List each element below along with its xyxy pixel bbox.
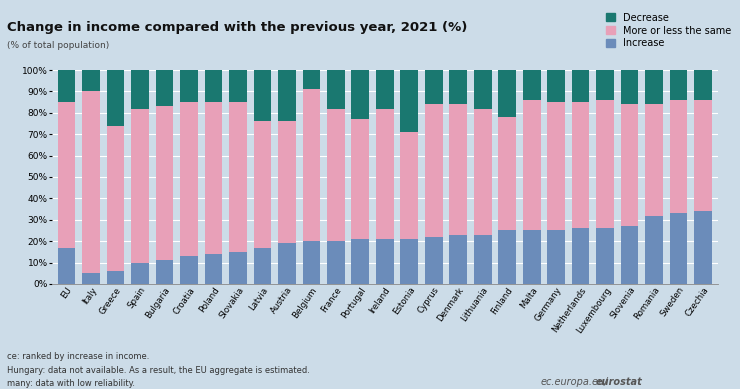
Bar: [425, 70, 443, 104]
Bar: [596, 100, 614, 228]
Bar: [180, 70, 198, 102]
Bar: [82, 70, 100, 91]
Bar: [694, 211, 712, 284]
Bar: [180, 256, 198, 284]
Bar: [82, 273, 100, 284]
Bar: [645, 104, 663, 216]
Text: (% of total population): (% of total population): [7, 41, 110, 50]
Bar: [352, 239, 369, 284]
Bar: [155, 106, 173, 261]
Bar: [155, 70, 173, 106]
Bar: [645, 70, 663, 104]
Bar: [523, 230, 540, 284]
Bar: [254, 121, 271, 248]
Bar: [352, 119, 369, 239]
Bar: [376, 239, 394, 284]
Bar: [254, 70, 271, 121]
Legend: Decrease, More or less the same, Increase: Decrease, More or less the same, Increas…: [605, 12, 731, 49]
Bar: [425, 237, 443, 284]
Bar: [548, 102, 565, 230]
Bar: [107, 70, 124, 126]
Bar: [278, 121, 296, 244]
Bar: [523, 70, 540, 100]
Bar: [204, 70, 222, 102]
Bar: [670, 70, 687, 100]
Bar: [303, 70, 320, 89]
Bar: [499, 230, 516, 284]
Bar: [107, 271, 124, 284]
Bar: [204, 254, 222, 284]
Bar: [596, 228, 614, 284]
Bar: [254, 248, 271, 284]
Bar: [621, 226, 639, 284]
Bar: [474, 235, 491, 284]
Bar: [229, 102, 246, 252]
Bar: [670, 213, 687, 284]
Bar: [572, 102, 590, 228]
Bar: [131, 109, 149, 263]
Bar: [548, 70, 565, 102]
Bar: [572, 70, 590, 102]
Bar: [303, 241, 320, 284]
Bar: [303, 89, 320, 241]
Bar: [474, 109, 491, 235]
Bar: [425, 104, 443, 237]
Bar: [82, 91, 100, 273]
Bar: [58, 102, 75, 248]
Text: Change in income compared with the previous year, 2021 (%): Change in income compared with the previ…: [7, 21, 468, 34]
Bar: [548, 230, 565, 284]
Bar: [107, 126, 124, 271]
Bar: [229, 70, 246, 102]
Bar: [58, 70, 75, 102]
Bar: [645, 216, 663, 284]
Text: ec.europa.eu/: ec.europa.eu/: [540, 377, 608, 387]
Bar: [131, 70, 149, 109]
Bar: [694, 70, 712, 100]
Bar: [621, 104, 639, 226]
Bar: [572, 228, 590, 284]
Bar: [449, 70, 467, 104]
Bar: [400, 239, 418, 284]
Bar: [499, 70, 516, 117]
Bar: [327, 70, 345, 109]
Bar: [278, 70, 296, 121]
Bar: [400, 132, 418, 239]
Bar: [229, 252, 246, 284]
Bar: [58, 248, 75, 284]
Bar: [499, 117, 516, 230]
Bar: [278, 244, 296, 284]
Bar: [621, 70, 639, 104]
Bar: [327, 109, 345, 241]
Text: Hungary: data not available. As a result, the EU aggregate is estimated.: Hungary: data not available. As a result…: [7, 366, 310, 375]
Text: eurostat: eurostat: [596, 377, 642, 387]
Bar: [204, 102, 222, 254]
Bar: [180, 102, 198, 256]
Bar: [400, 70, 418, 132]
Bar: [449, 235, 467, 284]
Text: ce: ranked by increase in income.: ce: ranked by increase in income.: [7, 352, 149, 361]
Bar: [376, 70, 394, 109]
Bar: [474, 70, 491, 109]
Bar: [352, 70, 369, 119]
Bar: [449, 104, 467, 235]
Bar: [523, 100, 540, 230]
Text: many: data with low reliability.: many: data with low reliability.: [7, 379, 135, 388]
Bar: [376, 109, 394, 239]
Bar: [131, 263, 149, 284]
Bar: [155, 261, 173, 284]
Bar: [694, 100, 712, 211]
Bar: [327, 241, 345, 284]
Bar: [596, 70, 614, 100]
Bar: [670, 100, 687, 213]
